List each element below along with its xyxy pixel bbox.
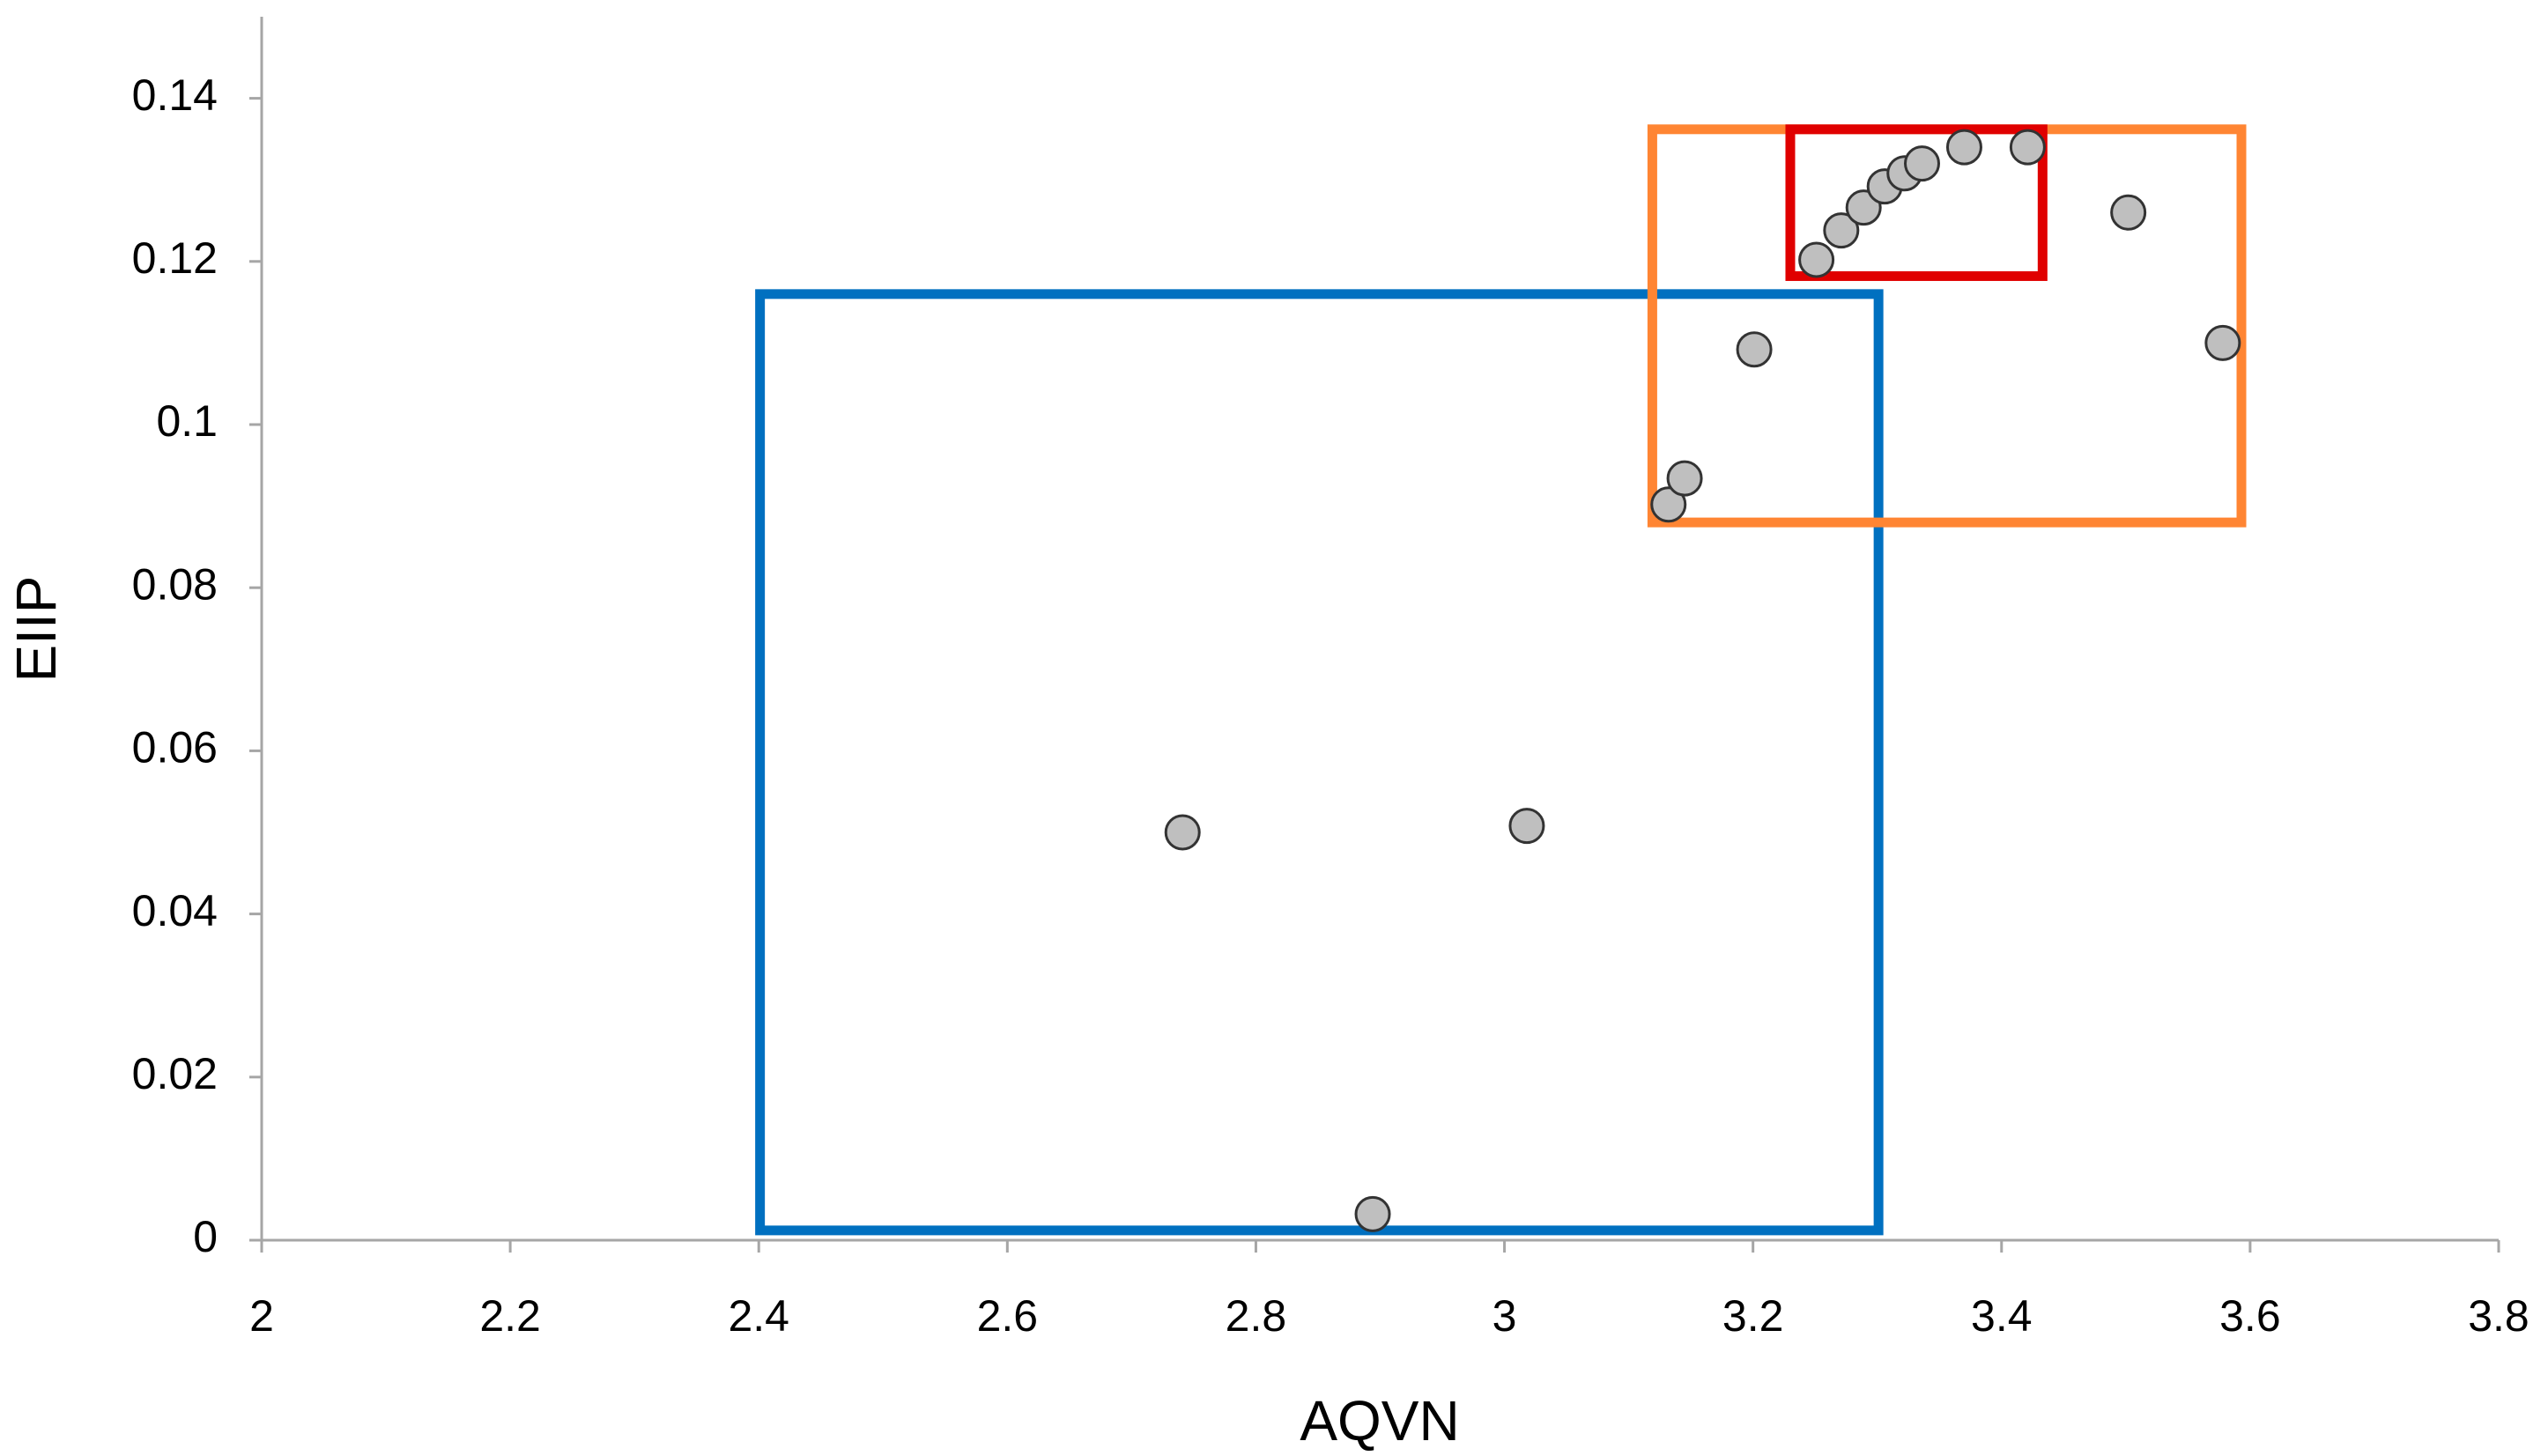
point — [1798, 241, 1835, 278]
x-tick-label: 3.8 — [2468, 1291, 2529, 1341]
point — [1823, 212, 1860, 249]
y-tick-label: 0.04 — [132, 886, 218, 935]
y-tick-label: 0.08 — [132, 559, 218, 609]
point — [2110, 194, 2147, 231]
point — [1845, 189, 1882, 226]
point — [1904, 145, 1941, 182]
x-tick-label: 2.2 — [479, 1291, 541, 1341]
x-tick-label: 2.8 — [1226, 1291, 1287, 1341]
x-tick-label: 3.2 — [1722, 1291, 1784, 1341]
region-box — [1647, 124, 2247, 528]
point — [1164, 814, 1201, 851]
x-tick-label: 3 — [1493, 1291, 1517, 1341]
point — [1354, 1195, 1391, 1232]
point — [2009, 129, 2046, 166]
point — [1508, 808, 1545, 845]
point — [1736, 331, 1773, 368]
point — [1666, 460, 1703, 497]
x-tick-label: 3.4 — [1971, 1291, 2033, 1341]
point — [2204, 324, 2241, 361]
y-tick-label: 0.12 — [132, 233, 218, 283]
region-box — [1785, 124, 2048, 281]
point — [1945, 129, 1982, 166]
x-tick-label: 2 — [249, 1291, 274, 1341]
y-axis-title: EIIP — [4, 576, 68, 683]
y-tick-label: 0.14 — [132, 70, 218, 120]
y-tick-label: 0 — [193, 1212, 218, 1261]
point — [1650, 486, 1687, 523]
region-box — [755, 289, 1884, 1236]
x-tick-label: 3.6 — [2219, 1291, 2281, 1341]
y-tick-label: 0.1 — [156, 396, 218, 446]
y-tick-label: 0.02 — [132, 1049, 218, 1098]
x-tick-label: 2.4 — [728, 1291, 789, 1341]
x-axis-title: AQVN — [1300, 1389, 1459, 1452]
y-tick-label: 0.06 — [132, 723, 218, 772]
x-tick-label: 2.6 — [977, 1291, 1039, 1341]
